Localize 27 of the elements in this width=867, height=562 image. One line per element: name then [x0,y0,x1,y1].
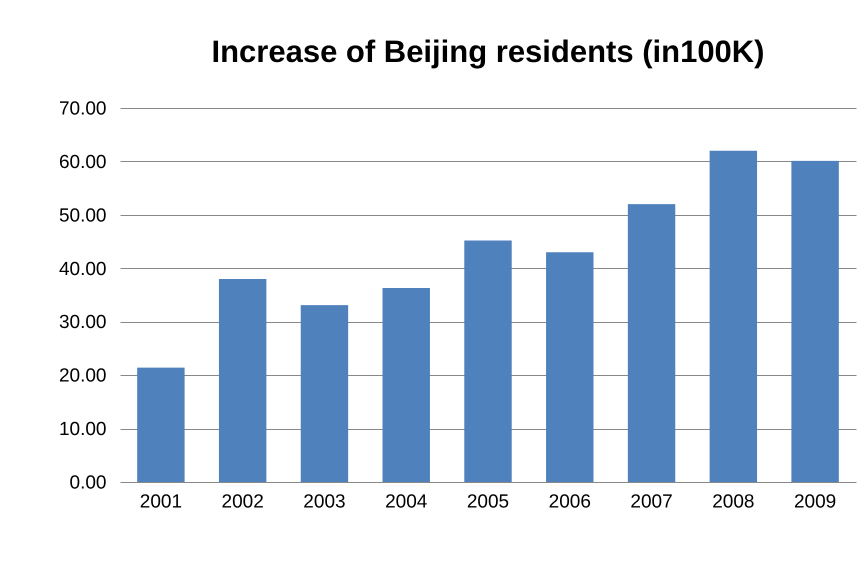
y-tick-label: 20.00 [58,366,106,387]
x-tick-label: 2008 [712,492,754,512]
x-tick-label: 2003 [303,492,346,512]
bar [791,160,839,482]
bar [546,252,594,482]
bar [628,204,676,482]
y-tick-label: 70.00 [58,98,106,120]
bar [137,368,185,482]
x-tick-label: 2005 [466,492,510,512]
y-tick-label: 0.00 [70,472,106,494]
bar [382,288,430,482]
x-tick-label: 2004 [385,492,428,512]
x-tick-label: 2009 [794,492,836,512]
x-tick-label: 2007 [630,492,673,512]
y-tick-label: 10.00 [58,419,106,440]
x-tick-label: 2002 [222,492,264,512]
bar [218,278,266,482]
x-tick-label: 2001 [140,492,182,512]
bar [300,305,348,482]
y-tick-label: 30.00 [58,312,106,334]
bar [464,240,512,482]
y-tick-label: 40.00 [58,258,106,280]
chart-title: Increase of Beijing residents (in100K) [211,34,765,69]
y-tick-label: 60.00 [58,152,106,173]
y-tick-label: 50.00 [58,205,106,226]
x-tick-label: 2006 [548,492,591,512]
bar [710,150,758,482]
